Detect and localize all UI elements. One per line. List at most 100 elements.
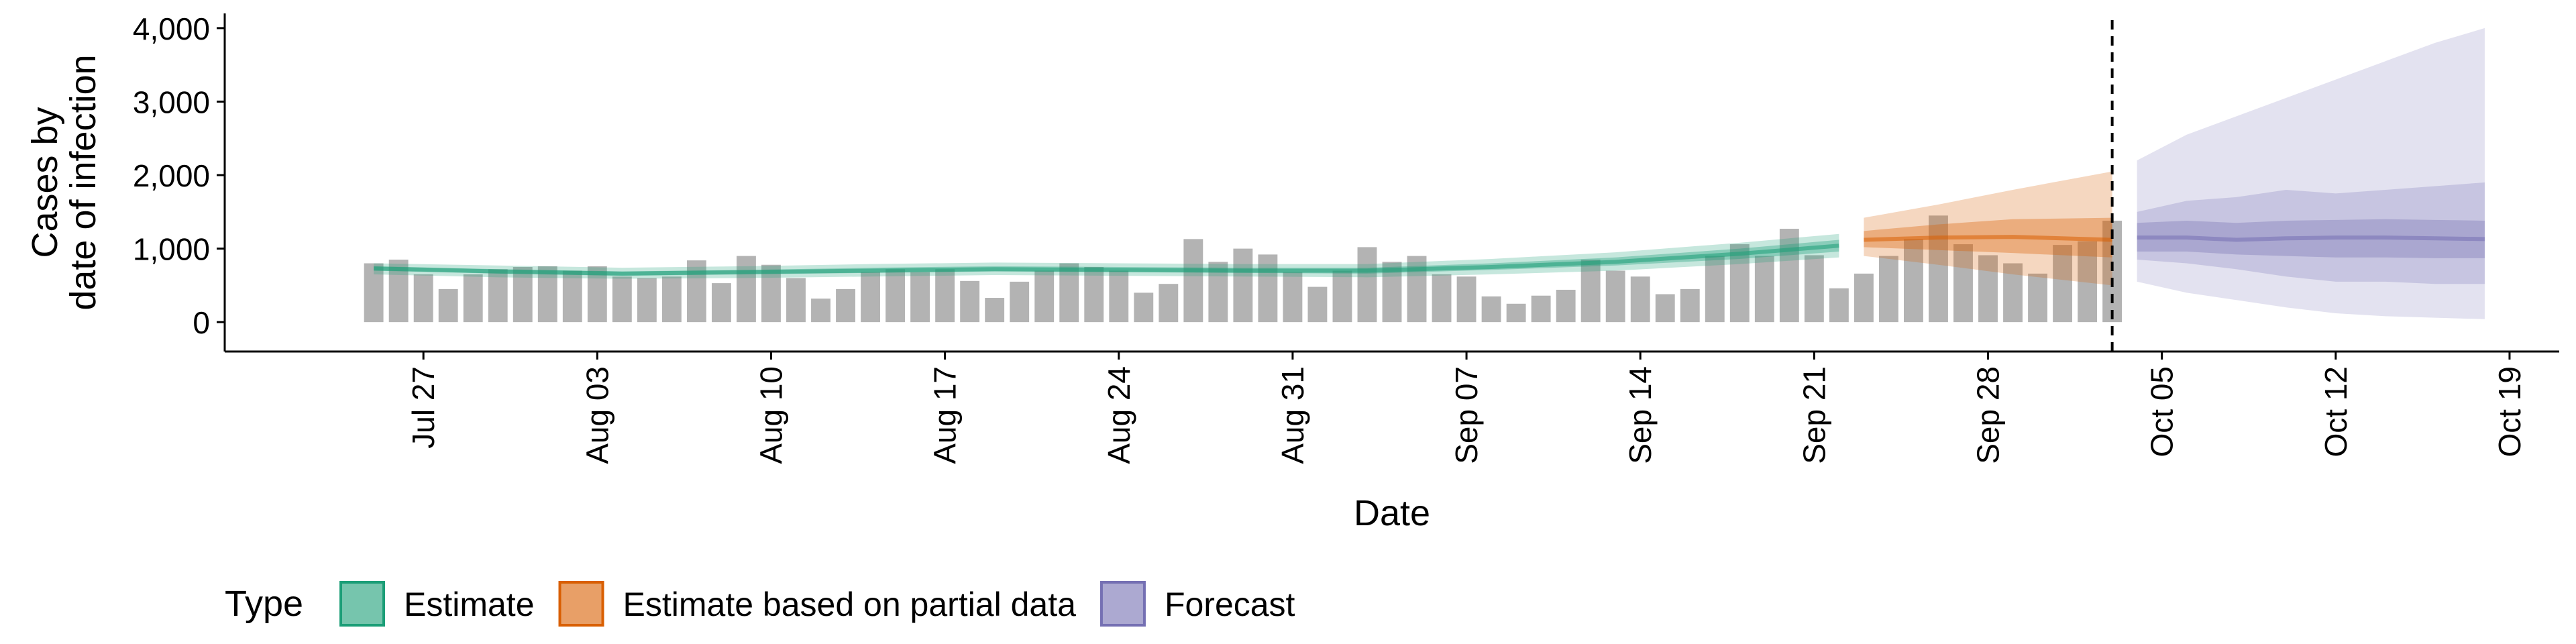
case-bar [1506, 303, 1526, 323]
x-tick-label: Oct 12 [2318, 366, 2353, 458]
case-bar [1233, 248, 1253, 323]
case-bar [1829, 288, 1849, 323]
y-tick-label: 0 [193, 305, 210, 340]
x-tick-label: Oct 05 [2145, 366, 2180, 458]
case-bar [1134, 292, 1154, 323]
case-bar [1878, 256, 1898, 323]
case-bar [811, 299, 830, 323]
legend-swatch-estimate-based-on-partial-data [558, 581, 604, 627]
case-bar [413, 274, 433, 323]
case-bar [1904, 239, 1923, 323]
case-bar [488, 269, 508, 323]
case-bar [1357, 247, 1377, 323]
case-bar [960, 280, 980, 323]
case-bar [661, 276, 682, 323]
case-bar [562, 270, 582, 323]
y-axis-title-line-1: Cases by [25, 107, 65, 258]
legend-label-forecast: Forecast [1165, 586, 1295, 623]
case-bar [1432, 274, 1452, 323]
x-tick-label: Sep 14 [1623, 366, 1658, 464]
legend-label-estimate-based-on-partial-data: Estimate based on partial data [623, 586, 1077, 623]
case-bar [1953, 244, 1973, 323]
case-bar [737, 256, 756, 323]
case-bar [1109, 270, 1129, 323]
legend-label-estimate: Estimate [404, 586, 535, 623]
case-bar [1978, 255, 1998, 323]
x-tick-label: Sep 21 [1796, 366, 1831, 464]
case-bar [537, 266, 557, 323]
case-bar [910, 272, 930, 323]
case-bar [836, 288, 855, 323]
x-tick-label: Aug 17 [928, 366, 963, 464]
axes-layer: 0 1,000 2,000 3,000 4,000 Jul 27 Aug 03 Aug 10… [133, 11, 2559, 464]
case-bar [1729, 244, 1750, 323]
x-tick-label: Sep 28 [1971, 366, 2006, 464]
forecast-band-wide [2137, 28, 2485, 319]
y-tick-label: 3,000 [133, 85, 210, 119]
case-bar [2053, 245, 2073, 323]
case-bar [985, 298, 1005, 323]
case-bar [711, 283, 731, 323]
case-bar [1605, 270, 1625, 323]
y-axis-title-line-2: date of infection [63, 54, 103, 310]
x-tick-label: Aug 03 [580, 366, 614, 464]
case-bar [2078, 241, 2098, 323]
x-tick-label: Jul 27 [406, 366, 441, 449]
legend-items: Estimate Estimate based on partial data Fo… [339, 581, 1295, 627]
case-bar [513, 267, 533, 323]
case-bar [1580, 260, 1601, 323]
case-bar [1680, 288, 1700, 323]
estimate-based-on-partial-data-band-outer [1864, 171, 2112, 286]
x-tick-label: Aug 10 [753, 366, 788, 464]
legend-title: Type [225, 584, 303, 624]
legend-swatch-forecast [1099, 581, 1146, 627]
x-tick-label: Oct 19 [2492, 366, 2527, 458]
legend: Type Estimate Estimate based on partial d… [225, 581, 1295, 627]
forecast-median-line [2137, 235, 2485, 242]
case-bar [364, 263, 384, 323]
case-bar [1407, 256, 1427, 323]
case-bar [861, 272, 880, 323]
case-bar [1010, 281, 1030, 323]
case-bar [1929, 215, 1948, 323]
x-axis-title: Date [1354, 493, 1430, 533]
case-bar [1481, 296, 1501, 323]
case-bar [1159, 284, 1179, 323]
case-bar [612, 276, 632, 323]
case-bar [761, 264, 781, 323]
x-tick-label: Aug 24 [1102, 366, 1136, 464]
x-tick-label: Sep 07 [1449, 366, 1484, 464]
case-bar [1283, 272, 1303, 323]
x-axis-ticks: Jul 27 Aug 03 Aug 10 Aug 17 Aug 24 Aug 31 Sep … [406, 352, 2527, 464]
case-bar [1705, 256, 1725, 323]
case-bar [1531, 295, 1551, 323]
y-axis-title: Cases by date of infection [25, 54, 103, 310]
case-bar [1183, 239, 1203, 323]
case-bar [1034, 270, 1055, 323]
case-bar [463, 274, 483, 323]
legend-swatch-estimate [339, 581, 385, 627]
case-bar [1754, 256, 1774, 323]
case-bar [2003, 263, 2023, 323]
case-bar [1804, 255, 1824, 323]
y-tick-label: 2,000 [133, 158, 210, 193]
case-bar [1059, 263, 1079, 323]
forecast-band-outer [2137, 182, 2485, 284]
case-bar [1630, 276, 1650, 323]
case-bar [2028, 273, 2047, 323]
case-bar [1854, 273, 1874, 323]
case-bar [1779, 229, 1799, 323]
y-tick-label: 4,000 [133, 11, 210, 46]
y-tick-label: 1,000 [133, 232, 210, 267]
case-bar [1084, 267, 1104, 323]
case-bar [1456, 276, 1477, 323]
case-bar [1556, 289, 1576, 323]
case-bar [637, 278, 657, 323]
estimate-median-line [374, 244, 1839, 276]
case-bar [935, 269, 955, 323]
estimate-based-on-partial-data-median-line [1864, 235, 2112, 242]
ribbon-layer [374, 28, 2485, 319]
case-bar [438, 288, 458, 323]
y-axis-ticks: 0 1,000 2,000 3,000 4,000 [133, 11, 225, 340]
